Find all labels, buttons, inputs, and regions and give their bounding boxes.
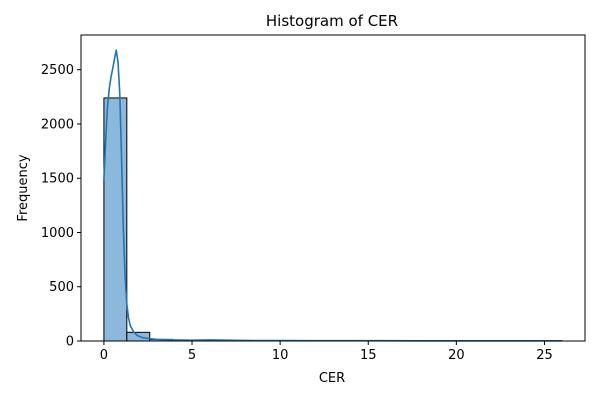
x-tick-label-3: 15: [360, 348, 377, 363]
bars-layer: [103, 97, 563, 342]
y-tick-label-0: 0: [66, 335, 74, 350]
y-axis-label: Frequency: [16, 154, 31, 221]
x-tick-label-1: 5: [188, 348, 196, 363]
y-tick-label-4: 2000: [41, 117, 74, 132]
y-tick-label-5: 2500: [41, 63, 74, 78]
chart-title: Histogram of CER: [266, 12, 398, 30]
x-tick-label-5: 25: [536, 348, 553, 363]
x-tick-label-2: 10: [272, 348, 289, 363]
kde-line: [103, 49, 563, 342]
y-tick-label-1: 500: [49, 280, 74, 295]
x-axis-ticks: 0 5 10 15 20 25: [100, 341, 553, 363]
kde-layer: [103, 49, 563, 342]
x-axis-label: CER: [319, 371, 345, 386]
plot-frame: [80, 34, 586, 342]
x-tick-label-4: 20: [448, 348, 465, 363]
y-tick-label-2: 1000: [41, 226, 74, 241]
y-tick-label-3: 1500: [41, 172, 74, 187]
x-tick-label-0: 0: [100, 348, 108, 363]
y-axis-ticks: 0 500 1000 1500 2000 2500: [41, 63, 81, 350]
